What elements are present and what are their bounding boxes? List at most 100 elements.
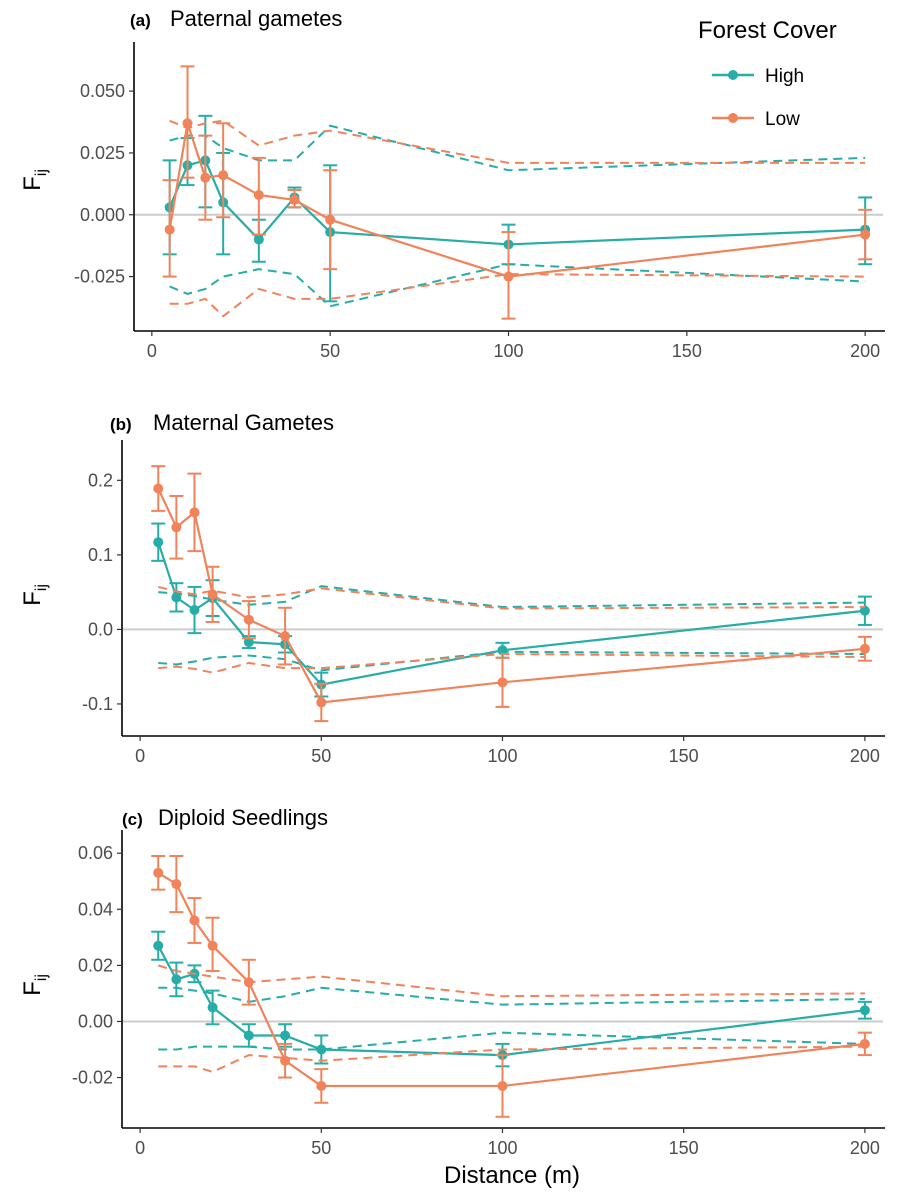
data-point: [316, 697, 327, 708]
x-tick-label: 200: [850, 746, 880, 766]
panel-a: (a) Paternal gametes Fij 0 50 100 150 200 -0.025…: [19, 6, 885, 361]
series-line: [157, 541, 866, 686]
data-point: [859, 605, 870, 616]
envelope-lower-line: [169, 263, 866, 308]
data-point: [316, 1080, 327, 1091]
y-tick-label: -0.025: [74, 267, 125, 287]
y-tick-label: 0.2: [88, 470, 113, 490]
envelope-lower-line: [158, 1045, 865, 1073]
data-point: [497, 677, 508, 688]
data-point: [153, 483, 164, 494]
data-point: [860, 229, 871, 240]
y-tick-label: 0.04: [78, 899, 113, 919]
x-axis-label: Distance (m): [444, 1162, 580, 1189]
x-tick-label: 100: [487, 1138, 517, 1158]
x-tick-label: 150: [672, 341, 702, 361]
data-point: [859, 643, 870, 654]
panel-letter: (b): [110, 415, 132, 434]
data-point: [243, 1030, 254, 1041]
x-tick-label: 50: [311, 746, 331, 766]
panel-c: (c) Diploid Seedlings Fij 0 50 100 150 200 -0.02…: [19, 805, 885, 1158]
panel-title: Maternal Gametes: [153, 410, 334, 435]
envelope-lower-line: [169, 273, 866, 318]
panel-letter: (a): [130, 11, 151, 30]
y-axis-label: Fij: [19, 974, 50, 996]
x-tick-label: 0: [147, 341, 157, 361]
data-point: [218, 170, 229, 181]
x-tick-label: 100: [493, 341, 523, 361]
data-point: [243, 977, 254, 988]
y-tick-label: 0.00: [78, 1011, 113, 1031]
x-tick-label: 0: [135, 746, 145, 766]
x-tick-label: 150: [669, 1138, 699, 1158]
data-point: [182, 118, 193, 129]
data-point: [497, 1080, 508, 1091]
y-tick-label: 0.06: [78, 843, 113, 863]
y-tick-label: -0.1: [82, 694, 113, 714]
legend: Forest Cover High Low: [698, 17, 837, 130]
data-point: [325, 214, 336, 225]
data-point: [164, 224, 175, 235]
y-axis-label: Fij: [19, 584, 50, 606]
x-tick-label: 200: [850, 1138, 880, 1158]
data-point: [171, 974, 182, 985]
x-tick-label: 100: [487, 746, 517, 766]
legend-title: Forest Cover: [698, 17, 837, 44]
data-point: [189, 507, 200, 518]
data-point: [280, 1055, 291, 1066]
y-tick-label: 0.0: [88, 619, 113, 639]
data-point: [153, 867, 164, 878]
legend-high-label: High: [765, 66, 804, 87]
y-tick-label: 0.050: [80, 81, 125, 101]
envelope-upper-line: [157, 964, 865, 998]
data-point: [153, 940, 164, 951]
series-low: [151, 465, 872, 723]
data-point: [207, 589, 218, 600]
y-tick-label: 0.000: [80, 205, 125, 225]
legend-low-label: Low: [765, 109, 800, 130]
data-point: [171, 522, 182, 533]
data-point: [243, 614, 254, 625]
x-tick-label: 0: [135, 1138, 145, 1158]
data-point: [189, 915, 200, 926]
data-point: [207, 940, 218, 951]
data-point: [243, 637, 254, 648]
series-high: [151, 930, 872, 1068]
panel-b: (b) Maternal Gametes Fij 0 50 100 150 200 -0.1 0.…: [19, 410, 885, 766]
y-axis-label: Fij: [19, 169, 50, 191]
data-point: [207, 1002, 218, 1013]
panel-title: Diploid Seedlings: [158, 805, 328, 830]
envelope-upper-line: [158, 986, 865, 1006]
data-point: [253, 234, 264, 245]
data-point: [171, 592, 182, 603]
envelope-lower-line: [158, 653, 865, 674]
envelope-upper-line: [169, 119, 866, 164]
series-low: [151, 855, 872, 1118]
series-high: [151, 522, 872, 698]
x-tick-label: 200: [850, 341, 880, 361]
data-point: [280, 631, 291, 642]
data-point: [859, 1005, 870, 1016]
series-line: [168, 122, 866, 278]
legend-low-marker: [728, 113, 738, 123]
legend-item-high: High: [712, 66, 804, 87]
data-point: [280, 1030, 291, 1041]
data-point: [200, 172, 211, 183]
data-point: [171, 879, 182, 890]
series-line: [168, 159, 866, 246]
series-low: [162, 65, 873, 320]
legend-item-low: Low: [712, 109, 800, 130]
y-tick-label: 0.025: [80, 143, 125, 163]
data-point: [316, 1044, 327, 1055]
data-point: [289, 194, 300, 205]
y-tick-label: 0.02: [78, 955, 113, 975]
x-tick-label: 50: [320, 341, 340, 361]
data-point: [859, 1038, 870, 1049]
data-point: [253, 189, 264, 200]
data-point: [189, 605, 200, 616]
envelope-lower-line: [158, 650, 865, 672]
panel-letter: (c): [122, 810, 143, 829]
series-high: [162, 114, 873, 308]
data-point: [497, 645, 508, 656]
